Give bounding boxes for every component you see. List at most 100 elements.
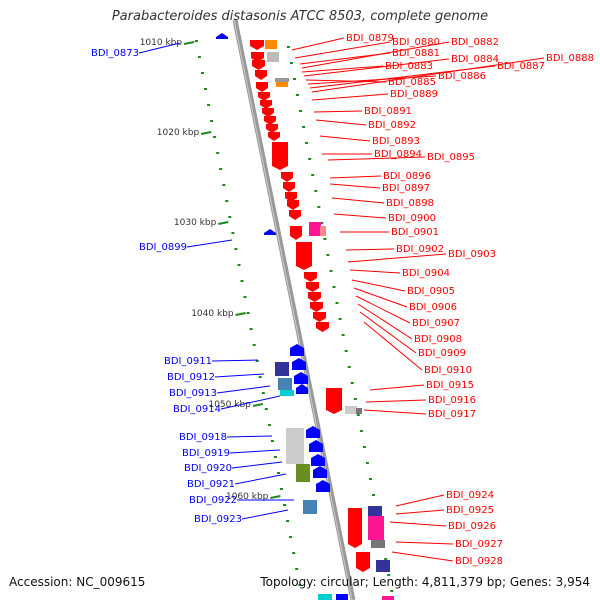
reverse-gene-label: BDI_0922 (189, 495, 237, 506)
rna-feature (356, 408, 362, 414)
forward-label-leader (347, 253, 447, 263)
forward-gene-label: BDI_0884 (451, 54, 499, 65)
forward-gene-label: BDI_0888 (546, 53, 594, 64)
reverse-gene (290, 344, 304, 356)
tick-right (286, 46, 290, 48)
forward-label-leader (359, 311, 417, 354)
tick-right (320, 222, 324, 224)
forward-label-leader (357, 303, 413, 340)
forward-gene-label: BDI_0927 (455, 539, 503, 550)
reverse-gene (306, 426, 320, 438)
reverse-gene (294, 372, 308, 384)
scale-label: 1060 kbp (226, 492, 269, 502)
forward-gene-label: BDI_0879 (346, 33, 394, 44)
scale-tick (183, 41, 195, 45)
forward-gene-label: BDI_0889 (390, 89, 438, 100)
forward-label-leader (363, 321, 423, 371)
tick-left (197, 56, 201, 58)
tick-right (335, 302, 339, 304)
forward-gene-label: BDI_0908 (414, 334, 462, 345)
reverse-gene (313, 466, 327, 478)
forward-gene (313, 312, 326, 322)
tick-left (289, 536, 293, 538)
backbone-highlight (233, 19, 353, 600)
forward-gene-label: BDI_0897 (382, 183, 430, 194)
tick-left (243, 296, 247, 298)
forward-gene (306, 282, 319, 292)
forward-gene (260, 100, 272, 109)
forward-gene (290, 226, 302, 240)
rna-feature (320, 226, 326, 236)
forward-label-leader (313, 110, 363, 113)
forward-label-leader (331, 197, 385, 204)
forward-gene-label: BDI_0887 (497, 61, 545, 72)
tick-left (255, 360, 259, 362)
reverse-gene-label: BDI_0912 (167, 372, 215, 383)
forward-label-leader (391, 551, 454, 562)
tick-right (305, 142, 309, 144)
tick-right (289, 62, 293, 64)
tick-right (329, 270, 333, 272)
tick-left (207, 104, 211, 106)
scale-tick (270, 495, 281, 499)
tick-left (264, 408, 268, 410)
tick-right (347, 366, 351, 368)
forward-gene-label: BDI_0886 (438, 71, 486, 82)
rna-feature (296, 464, 310, 482)
forward-label-leader (311, 93, 389, 101)
gene-features (216, 33, 394, 600)
reverse-gene (216, 33, 228, 39)
scale-tick (201, 131, 212, 135)
reverse-gene-label: BDI_0899 (139, 242, 187, 253)
reverse-label-leader (138, 42, 181, 54)
reverse-label-leader (220, 395, 281, 410)
rna-feature (368, 506, 382, 516)
tick-right (332, 286, 336, 288)
reverse-gene-label: BDI_0919 (182, 448, 230, 459)
rna-feature (278, 378, 292, 390)
scale-label: 1010 kbp (140, 38, 183, 48)
rna-feature (267, 52, 279, 62)
tick-left (267, 424, 271, 426)
tick-right (390, 590, 394, 592)
tick-left (246, 312, 250, 314)
forward-gene-label: BDI_0910 (424, 365, 472, 376)
forward-gene-label: BDI_0893 (372, 136, 420, 147)
tick-left (219, 168, 223, 170)
reverse-label-leader (186, 239, 233, 248)
tick-left (258, 376, 262, 378)
forward-label-leader (351, 279, 406, 292)
forward-gene-label: BDI_0902 (396, 244, 444, 255)
reverse-strand-labels: BDI_0873 BDI_0899 BDI_0911 BDI_0912 BDI_0913… (91, 42, 294, 525)
tick-left (234, 248, 238, 250)
rna-feature (276, 80, 288, 87)
forward-gene (326, 388, 342, 414)
forward-gene (281, 172, 293, 182)
forward-label-leader (301, 41, 450, 69)
tick-left (283, 504, 287, 506)
tick-left (231, 232, 235, 234)
forward-gene-label: BDI_0924 (446, 490, 494, 501)
forward-label-leader (291, 37, 345, 51)
reverse-gene-label: BDI_0873 (91, 48, 139, 59)
forward-gene (289, 210, 301, 220)
reverse-label-leader (234, 473, 287, 485)
tick-left (228, 216, 232, 218)
reverse-label-leader (231, 461, 283, 469)
rna-feature (286, 428, 304, 464)
forward-gene (262, 108, 274, 117)
tick-left (252, 344, 256, 346)
tick-left (194, 40, 198, 42)
reverse-gene (296, 384, 308, 394)
forward-gene (251, 52, 264, 62)
tick-left (201, 72, 204, 74)
forward-label-leader (333, 213, 387, 219)
rna-feature (275, 78, 289, 82)
rna-feature (280, 390, 294, 396)
forward-gene-label: BDI_0926 (448, 521, 496, 532)
forward-gene-label: BDI_0909 (418, 348, 466, 359)
forward-label-leader (303, 58, 450, 77)
reverse-gene (292, 358, 306, 370)
